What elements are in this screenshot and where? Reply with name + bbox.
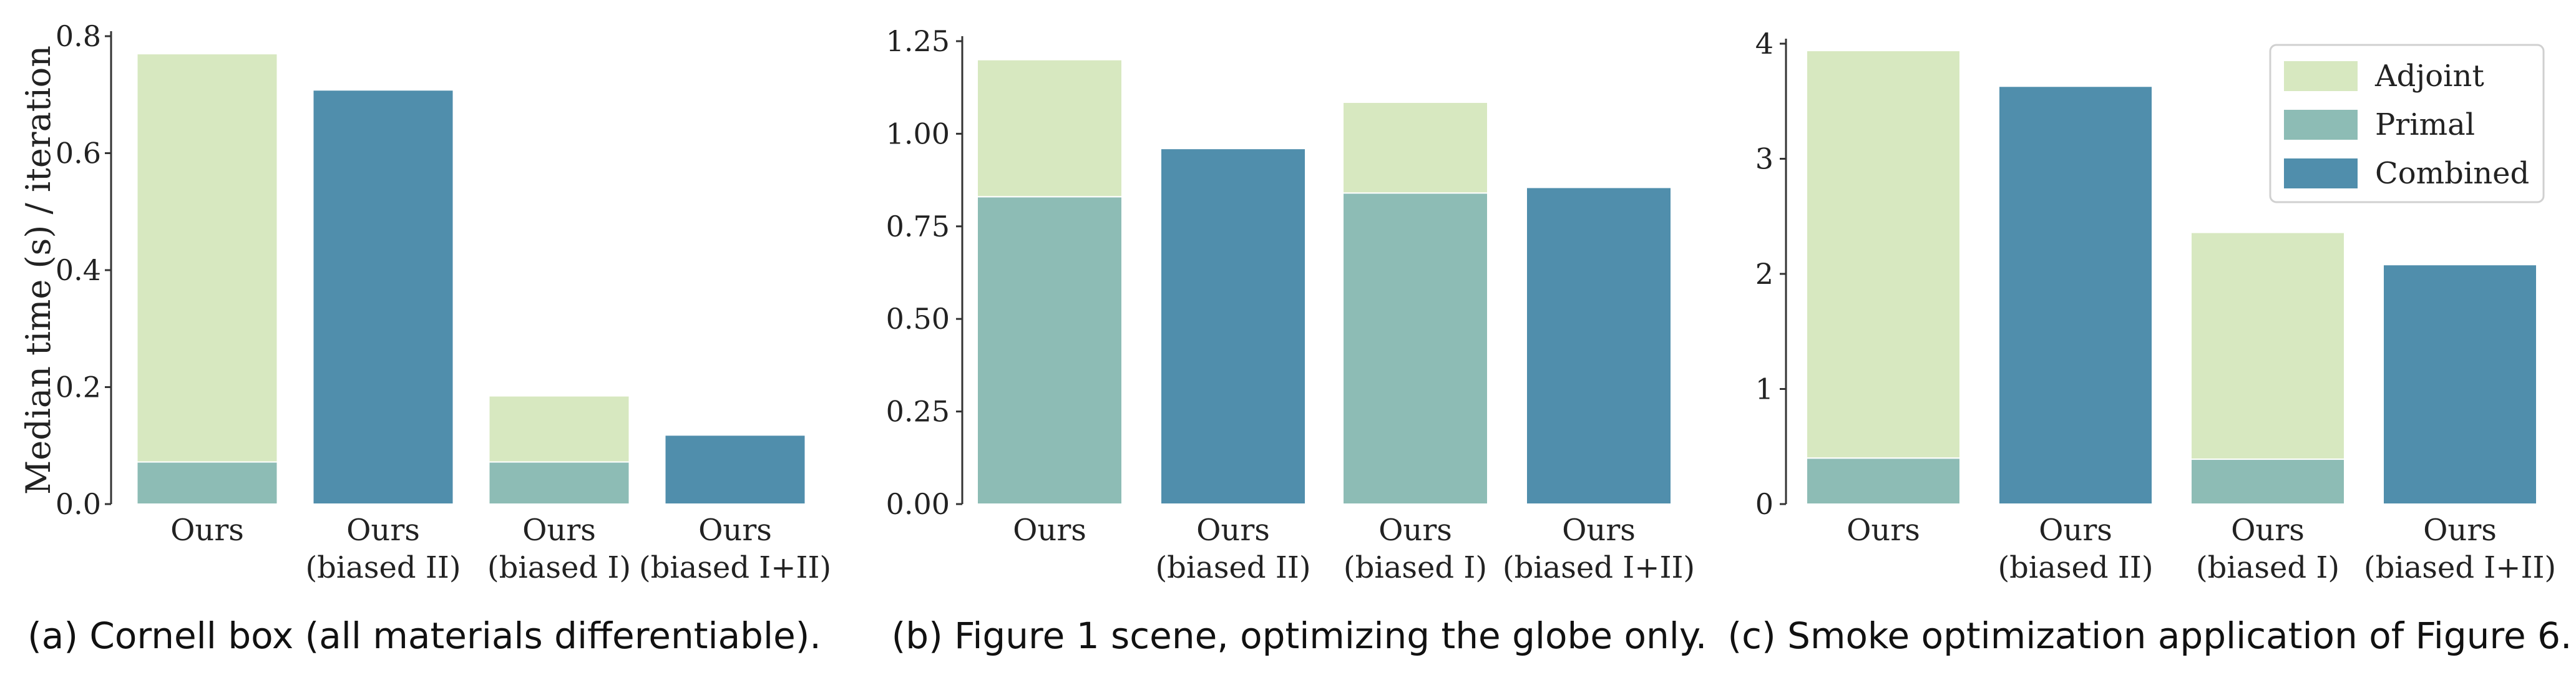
x-tick-label: (biased I+II) (639, 550, 831, 585)
x-tick-label: (biased I+II) (1503, 550, 1695, 585)
y-tick-label: 1 (1755, 372, 1773, 406)
x-tick-label: Ours (2039, 513, 2112, 548)
y-tick-label: 0.6 (56, 137, 101, 170)
y-tick-label: 0 (1755, 487, 1773, 521)
y-tick-label: 0.2 (56, 371, 101, 404)
x-tick-label: Ours (1562, 513, 1636, 548)
bar-primal (1806, 457, 1961, 505)
legend-swatch-combined (2284, 158, 2358, 188)
x-tick-label: Ours (698, 513, 772, 548)
x-tick-label: (biased II) (305, 550, 461, 585)
x-tick-label: Ours (170, 513, 244, 548)
y-axis-label: Median time (s) / iteration (19, 46, 58, 495)
bar-combined (664, 434, 806, 505)
bar-primal (136, 461, 278, 505)
caption-c: (c) Smoke optimization application of Fi… (1727, 615, 2572, 657)
x-tick-label: Ours (1378, 513, 1452, 548)
x-tick-label: Ours (522, 513, 596, 548)
legend-swatch-adjoint (2284, 61, 2358, 91)
y-tick-label: 0.50 (886, 302, 950, 336)
y-tick-label: 0.0 (56, 487, 101, 521)
legend-label-combined: Combined (2375, 156, 2529, 191)
bar-primal (2190, 459, 2345, 505)
y-tick-label: 3 (1755, 142, 1773, 176)
legend: Adjoint Primal Combined (2269, 44, 2545, 203)
y-tick-label: 0.75 (886, 210, 950, 243)
bar-combined (312, 89, 454, 505)
legend-label-primal: Primal (2375, 107, 2475, 142)
y-tick-label: 2 (1755, 257, 1773, 291)
bar-primal (1342, 192, 1488, 505)
x-tick-label: Ours (1013, 513, 1086, 548)
x-tick-label: Ours (346, 513, 420, 548)
legend-swatch-primal (2284, 110, 2358, 140)
x-tick-label: (biased II) (1998, 550, 2153, 585)
caption-a: (a) Cornell box (all materials different… (27, 615, 821, 657)
x-tick-label: Ours (2231, 513, 2305, 548)
x-tick-label: Ours (1196, 513, 1270, 548)
bar-adjoint (488, 395, 630, 463)
x-tick-label: (biased II) (1155, 550, 1310, 585)
bar-adjoint (1806, 50, 1961, 459)
bar-combined (1160, 148, 1306, 505)
bar-adjoint (977, 59, 1123, 198)
bar-adjoint (1342, 101, 1488, 194)
bar-adjoint (2190, 231, 2345, 460)
x-tick-label: (biased I) (2196, 550, 2339, 585)
y-tick-label: 0.25 (886, 395, 950, 429)
caption-b: (b) Figure 1 scene, optimizing the globe… (891, 615, 1707, 657)
x-tick-label: (biased I) (487, 550, 631, 585)
legend-label-adjoint: Adjoint (2374, 59, 2484, 94)
y-tick-label: 1.00 (886, 117, 950, 150)
x-tick-label: (biased I+II) (2364, 550, 2556, 585)
bar-combined (2383, 264, 2537, 505)
bar-primal (488, 461, 630, 505)
bar-combined (1998, 85, 2153, 505)
y-tick-label: 4 (1755, 27, 1773, 61)
y-tick-label: 0.4 (56, 253, 101, 287)
y-tick-label: 1.25 (886, 24, 950, 58)
x-tick-label: Ours (2423, 513, 2497, 548)
bar-primal (977, 196, 1123, 505)
bar-combined (1526, 187, 1672, 505)
x-tick-label: Ours (1847, 513, 1920, 548)
y-tick-label: 0.00 (886, 487, 950, 521)
bar-adjoint (136, 53, 278, 463)
x-tick-label: (biased I) (1344, 550, 1487, 585)
y-tick-label: 0.8 (56, 19, 101, 53)
